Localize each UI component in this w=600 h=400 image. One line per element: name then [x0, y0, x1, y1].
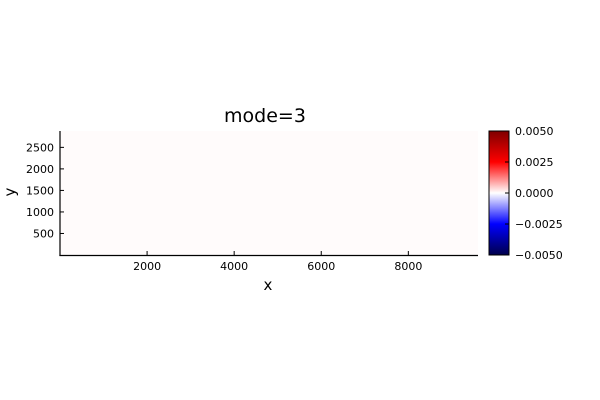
- colorbar-tick-label: 0.0050: [515, 125, 554, 138]
- x-axis-ticks: 2000 4000 6000 8000: [133, 251, 422, 273]
- colorbar-tick-label: −0.0025: [515, 218, 563, 231]
- y-tick-label: 1000: [26, 206, 54, 219]
- chart-title: mode=3: [224, 105, 306, 127]
- heatmap-field: [60, 131, 478, 255]
- y-axis-ticks: 500 1000 1500 2000 2500: [26, 141, 64, 240]
- x-tick-label: 6000: [307, 260, 335, 273]
- y-tick-label: 2000: [26, 163, 54, 176]
- x-tick-label: 2000: [133, 260, 161, 273]
- y-tick-label: 500: [33, 227, 54, 240]
- colorbar-tick-label: 0.0025: [515, 156, 554, 169]
- x-axis-label: x: [264, 276, 273, 294]
- colorbar-tick-label: −0.0050: [515, 249, 563, 262]
- y-tick-label: 1500: [26, 184, 54, 197]
- colorbar-tick-label: 0.0000: [515, 187, 554, 200]
- colorbar-ticks: 0.0050 0.0025 0.0000 −0.0025 −0.0050: [505, 125, 563, 262]
- x-tick-label: 8000: [394, 260, 422, 273]
- y-axis-label: y: [1, 187, 19, 196]
- y-tick-label: 2500: [26, 141, 54, 154]
- x-tick-label: 4000: [220, 260, 248, 273]
